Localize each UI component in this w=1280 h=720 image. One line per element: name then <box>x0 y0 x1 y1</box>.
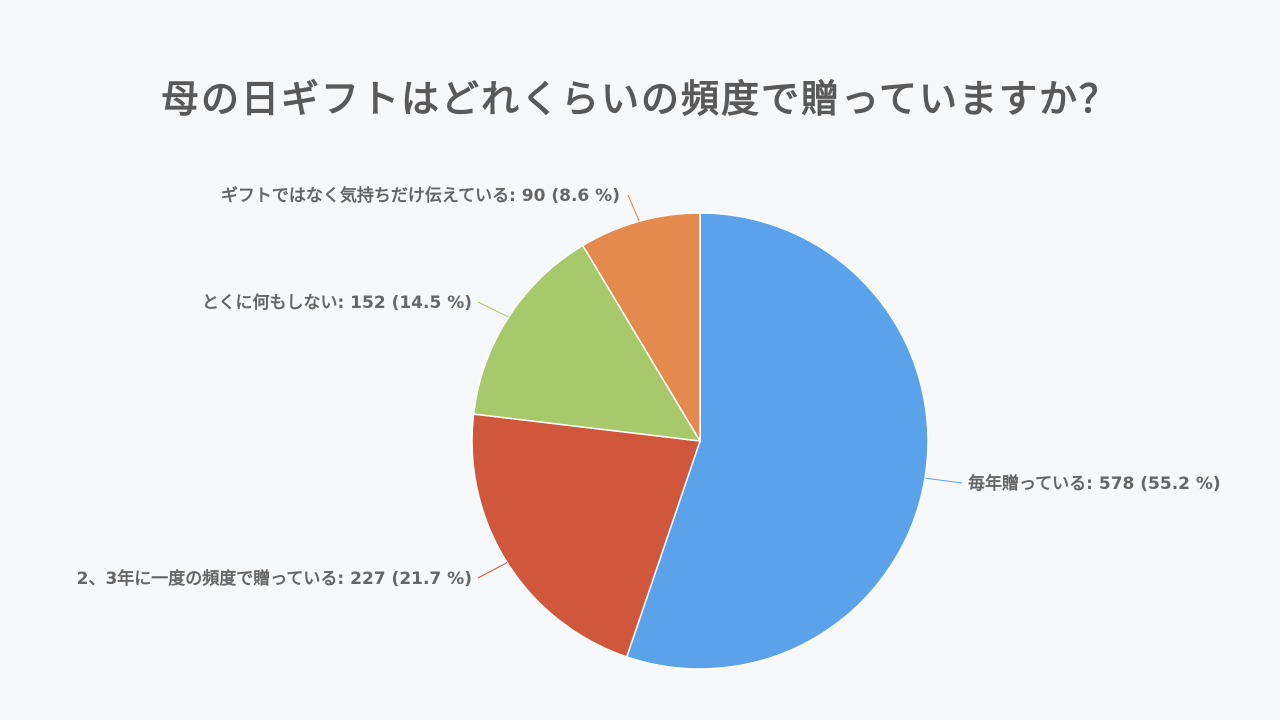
leader-line <box>627 194 640 222</box>
leader-line <box>477 301 509 318</box>
leader-line <box>477 562 508 579</box>
pie-slice <box>471 413 702 658</box>
slice-label: とくに何もしない: 152 (14.5 %) <box>202 292 472 313</box>
pie-slice <box>472 244 702 442</box>
chart-title: 母の日ギフトはどれくらいの頻度で贈っていますか？ <box>160 77 1120 121</box>
leader-line <box>924 477 963 484</box>
pie-slice <box>625 212 929 670</box>
slice-label: 2、3年に一度の頻度で贈っている: 227 (21.7 %) <box>77 568 472 589</box>
slice-label: 毎年贈っている: 578 (55.2 %) <box>968 473 1221 494</box>
slice-label: ギフトではなく気持ちだけ伝えている: 90 (8.6 %) <box>221 185 620 206</box>
